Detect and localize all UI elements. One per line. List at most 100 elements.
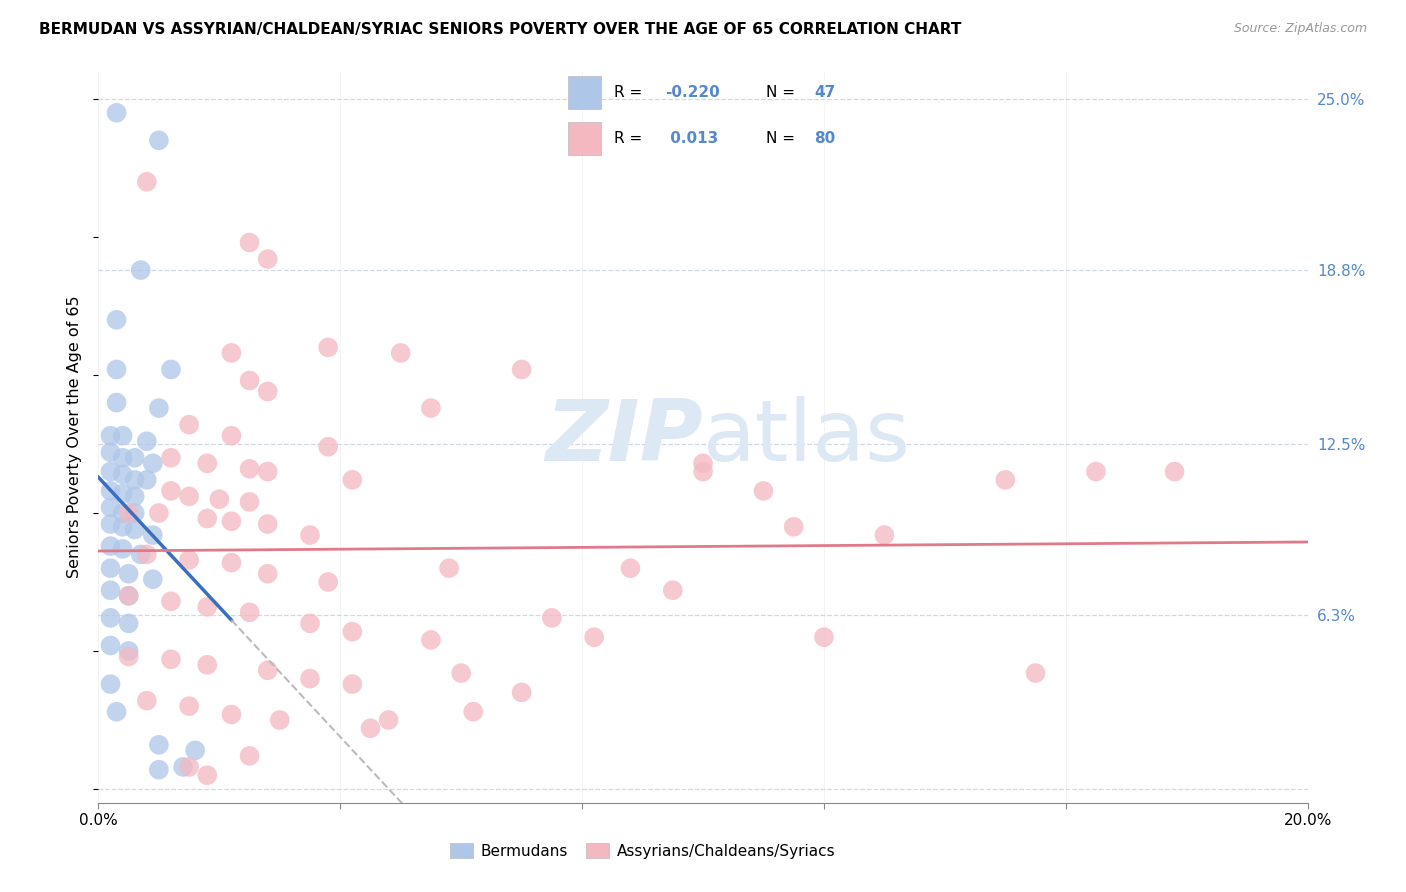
- Point: [179, 490, 201, 504]
- Point: [583, 630, 606, 644]
- Point: [124, 523, 146, 537]
- Point: [124, 490, 146, 504]
- Point: [360, 721, 382, 735]
- Point: [389, 346, 412, 360]
- Point: [111, 450, 134, 465]
- FancyBboxPatch shape: [568, 76, 600, 109]
- Point: [124, 450, 146, 465]
- Point: [510, 362, 533, 376]
- Point: [239, 605, 262, 619]
- Point: [148, 763, 170, 777]
- Point: [100, 428, 122, 442]
- Point: [316, 340, 339, 354]
- Point: [111, 520, 134, 534]
- Text: N =: N =: [765, 85, 800, 100]
- Point: [100, 561, 122, 575]
- Point: [239, 462, 262, 476]
- Text: 0.013: 0.013: [665, 131, 718, 146]
- Point: [299, 672, 322, 686]
- Legend: Bermudans, Assyrians/Chaldeans/Syriacs: Bermudans, Assyrians/Chaldeans/Syriacs: [444, 837, 841, 864]
- Point: [135, 175, 157, 189]
- Point: [100, 500, 122, 515]
- Point: [221, 514, 243, 528]
- Point: [813, 630, 835, 644]
- Text: 80: 80: [814, 131, 835, 146]
- Point: [100, 483, 122, 498]
- Point: [437, 561, 460, 575]
- Point: [239, 495, 262, 509]
- Point: [124, 506, 146, 520]
- Point: [100, 677, 122, 691]
- Point: [994, 473, 1017, 487]
- Point: [124, 473, 146, 487]
- Point: [118, 644, 141, 658]
- Point: [299, 528, 322, 542]
- Point: [111, 541, 134, 556]
- Point: [342, 624, 364, 639]
- Point: [783, 520, 806, 534]
- Text: 47: 47: [814, 85, 835, 100]
- Text: atlas: atlas: [703, 395, 911, 479]
- Point: [221, 707, 243, 722]
- Point: [195, 768, 218, 782]
- Point: [160, 483, 183, 498]
- Point: [752, 483, 775, 498]
- Point: [135, 548, 157, 562]
- Point: [342, 473, 364, 487]
- Text: Source: ZipAtlas.com: Source: ZipAtlas.com: [1233, 22, 1367, 36]
- Point: [692, 465, 714, 479]
- Point: [148, 401, 170, 416]
- Point: [1024, 666, 1046, 681]
- Point: [111, 467, 134, 482]
- Point: [420, 401, 443, 416]
- Point: [463, 705, 485, 719]
- Point: [160, 362, 183, 376]
- Point: [342, 677, 364, 691]
- Point: [256, 384, 278, 399]
- Point: [256, 663, 278, 677]
- Point: [510, 685, 533, 699]
- Point: [148, 738, 170, 752]
- Point: [179, 760, 201, 774]
- Point: [221, 556, 243, 570]
- Point: [105, 312, 128, 326]
- Point: [118, 589, 141, 603]
- Point: [540, 611, 562, 625]
- Text: N =: N =: [765, 131, 800, 146]
- Point: [111, 506, 134, 520]
- Point: [100, 611, 122, 625]
- Point: [111, 428, 134, 442]
- Point: [105, 105, 128, 120]
- Point: [184, 743, 207, 757]
- Point: [172, 760, 194, 774]
- Point: [100, 639, 122, 653]
- Point: [179, 553, 201, 567]
- Point: [239, 748, 262, 763]
- Point: [873, 528, 896, 542]
- Point: [195, 511, 218, 525]
- Point: [256, 516, 278, 531]
- Point: [118, 649, 141, 664]
- Point: [142, 528, 165, 542]
- Point: [100, 445, 122, 459]
- Point: [160, 652, 183, 666]
- Text: BERMUDAN VS ASSYRIAN/CHALDEAN/SYRIAC SENIORS POVERTY OVER THE AGE OF 65 CORRELAT: BERMUDAN VS ASSYRIAN/CHALDEAN/SYRIAC SEN…: [39, 22, 962, 37]
- Point: [619, 561, 641, 575]
- Point: [316, 574, 339, 589]
- Point: [1085, 465, 1108, 479]
- Point: [299, 616, 322, 631]
- Point: [100, 583, 122, 598]
- Text: R =: R =: [613, 131, 647, 146]
- Point: [135, 434, 157, 449]
- Text: ZIP: ZIP: [546, 395, 703, 479]
- Point: [118, 589, 141, 603]
- Point: [661, 583, 683, 598]
- Text: -0.220: -0.220: [665, 85, 720, 100]
- FancyBboxPatch shape: [568, 122, 600, 155]
- Point: [118, 616, 141, 631]
- Point: [256, 252, 278, 266]
- Point: [135, 473, 157, 487]
- Y-axis label: Seniors Poverty Over the Age of 65: Seniors Poverty Over the Age of 65: [67, 296, 83, 578]
- Point: [105, 362, 128, 376]
- Point: [1163, 465, 1185, 479]
